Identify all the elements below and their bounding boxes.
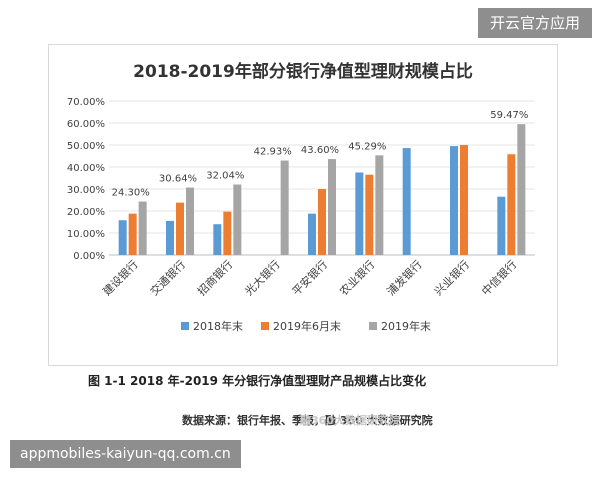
data-label: 32.04%: [206, 171, 244, 182]
bar: [166, 220, 174, 255]
legend-swatch: [261, 322, 269, 330]
x-tick-label: 兴业银行: [431, 257, 472, 298]
bar: [186, 187, 194, 255]
data-label: 30.64%: [159, 174, 197, 185]
legend-swatch: [369, 322, 377, 330]
data-label: 45.29%: [348, 141, 386, 152]
x-tick-label: 平安银行: [289, 257, 330, 298]
bar: [507, 154, 516, 255]
bar: [138, 201, 147, 255]
data-label: 59.47%: [490, 110, 528, 121]
x-tick-label: 浦发银行: [384, 257, 425, 298]
x-tick-label: 交通银行: [147, 257, 188, 298]
y-tick-label: 10.00%: [67, 229, 105, 240]
app-badge[interactable]: 开云官方应用: [477, 8, 592, 38]
bar: [308, 213, 316, 255]
x-tick-label: 中信银行: [478, 257, 519, 298]
bar: [223, 211, 232, 255]
x-tick-label: 光大银行: [242, 257, 283, 298]
x-tick-label: 招商银行: [194, 257, 235, 298]
bar: [280, 160, 289, 255]
bar: [233, 184, 242, 255]
legend-label: 2019年末: [381, 319, 431, 333]
data-label: 24.30%: [112, 188, 150, 199]
bar-chart: 2018-2019年部分银行净值型理财规模占比 0.00% 10.00% 20.00%…: [67, 61, 535, 333]
data-label: 42.93%: [254, 147, 292, 158]
y-tick-label: 60.00%: [67, 119, 105, 130]
bar: [176, 202, 184, 255]
x-tick-label: 农业银行: [336, 257, 377, 298]
y-tick-label: 0.00%: [73, 251, 105, 262]
legend-label: 2018年末: [193, 319, 243, 333]
bar: [118, 220, 127, 255]
data-label: 43.60%: [301, 145, 339, 156]
bar: [213, 224, 222, 255]
bar: [365, 174, 374, 255]
chart-container: 2018-2019年部分银行净值型理财规模占比 0.00% 10.00% 20.00%…: [48, 44, 558, 366]
legend-label: 2019年6月末: [273, 319, 341, 333]
legend-swatch: [181, 322, 189, 330]
bar: [318, 189, 326, 255]
y-tick-label: 50.00%: [67, 141, 105, 152]
url-banner[interactable]: appmobiles-kaiyun-qq.com.cn: [10, 440, 241, 468]
figure-caption: 图 1-1 2018 年-2019 年分银行净值型理财产品规模占比变化: [88, 374, 427, 388]
y-tick-label: 70.00%: [67, 97, 105, 108]
x-tick-label: 建设银行: [100, 257, 141, 298]
y-tick-label: 30.00%: [67, 185, 105, 196]
y-tick-label: 40.00%: [67, 163, 105, 174]
bar: [375, 155, 384, 255]
bar: [517, 124, 526, 255]
bar: [355, 172, 364, 255]
bar: [328, 159, 336, 255]
data-source: 数据来源：银行年报、季报，融 360 大数据研究院: [182, 414, 433, 427]
bar: [402, 148, 411, 255]
bar: [128, 213, 137, 255]
watermark: 融360大数据研究院: [300, 414, 400, 427]
bar: [450, 146, 458, 255]
y-tick-label: 20.00%: [67, 207, 105, 218]
bar: [497, 196, 506, 255]
chart-title: 2018-2019年部分银行净值型理财规模占比: [133, 61, 473, 82]
bar: [460, 145, 468, 255]
